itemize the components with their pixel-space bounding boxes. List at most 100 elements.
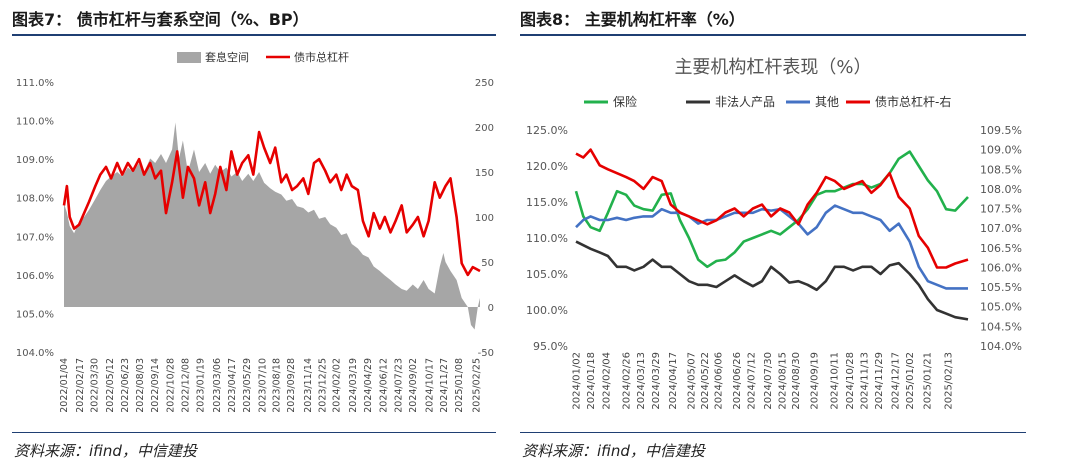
- left-y2-tick-label: 200: [475, 123, 494, 134]
- right-legend: 保险 非法人产品 其他 债市总杠杆-右: [584, 94, 951, 109]
- right-line-series-0: [574, 150, 969, 269]
- left-x-tick-label: 2024/11/27: [439, 358, 450, 413]
- right-y2-tick-label: 105.0%: [980, 301, 1022, 314]
- right-x-tick-label: 2024/07/12: [747, 352, 758, 410]
- right-y2-tick-label: 106.0%: [980, 261, 1022, 274]
- left-area-layer: [64, 122, 480, 330]
- right-x-tick-label: 2024/10/28: [845, 352, 856, 410]
- left-y-tick-label: 108.0%: [16, 194, 54, 205]
- left-x-tick-label: 2022/06/23: [120, 358, 131, 413]
- left-x-tick-label: 2024/02/02: [332, 358, 343, 413]
- right-x-tick-label: 2024/02/04: [602, 352, 613, 410]
- right-title-rule: [520, 34, 1026, 36]
- right-x-tick-label: 2024/08/15: [778, 352, 789, 410]
- right-source-rule: [520, 432, 1026, 433]
- left-x-tick-label: 2023/01/19: [196, 358, 207, 413]
- left-line-layer: [62, 130, 481, 277]
- left-x-tick-label: 2023/07/10: [257, 358, 268, 413]
- right-x-tick-label: 2024/10/11: [830, 352, 841, 410]
- left-y-tick-label: 110.0%: [16, 117, 54, 128]
- left-legend-area-swatch: [177, 52, 201, 63]
- left-x-tick-label: 2022/12/08: [180, 358, 191, 413]
- right-x-tick-label: 2024/07/30: [763, 352, 774, 410]
- right-x-tick-label: 2024/06/26: [732, 352, 743, 410]
- right-y2-tick-label: 104.5%: [980, 320, 1022, 333]
- right-x-tick-label: 2024/05/22: [700, 352, 711, 410]
- right-y2-tick-label: 104.0%: [980, 340, 1022, 353]
- left-y2-tick-label: -50: [478, 348, 494, 359]
- left-x-tick-label: 2024/04/29: [363, 358, 374, 413]
- right-y-tick-label: 105.0%: [526, 268, 568, 281]
- left-x-tick-label: 2025/01/08: [454, 358, 465, 413]
- left-x-tick-label: 2022/08/03: [135, 358, 146, 413]
- right-y-axis-right: 104.0% 104.5% 105.0% 105.5% 106.0% 106.5% 107.…: [980, 124, 1022, 353]
- right-y-tick-label: 120.0%: [526, 160, 568, 173]
- right-x-tick-label: 2024/02/26: [622, 352, 633, 410]
- left-x-axis: 2022/01/04 2022/02/17 2022/03/30 2022/05/12…: [59, 358, 482, 413]
- left-source: 资料来源：ifind，中信建投: [14, 442, 197, 460]
- left-x-tick-label: 2022/01/04: [59, 358, 70, 413]
- right-x-tick-label: 2024/01/02: [572, 352, 583, 410]
- right-x-tick-label: 2024/11/13: [860, 352, 871, 410]
- left-area-series-carry-spread: [64, 122, 480, 330]
- right-y2-tick-label: 107.5%: [980, 203, 1022, 216]
- right-legend-label: 非法人产品: [715, 95, 775, 109]
- right-y-tick-label: 100.0%: [526, 304, 568, 317]
- left-x-tick-label: 2024/07/23: [394, 358, 405, 413]
- right-source: 资料来源：ifind，中信建投: [522, 442, 705, 460]
- left-chart: 套息空间 债市总杠杆 104.0% 105.0% 106.0% 107.0% 108.0…: [16, 50, 494, 413]
- right-x-tick-label: 2025/01/21: [923, 352, 934, 410]
- left-title-rule: [12, 34, 496, 36]
- right-y-axis-left: 95.0% 100.0% 105.0% 110.0% 115.0% 120.0% 125.0…: [526, 124, 568, 353]
- left-y-axis-left: 104.0% 105.0% 106.0% 107.0% 108.0% 109.0% 110.…: [16, 78, 54, 359]
- left-x-tick-label: 2025/02/25: [471, 358, 482, 413]
- right-line-series-3: [575, 148, 969, 269]
- right-x-tick-label: 2024/04/17: [668, 352, 679, 410]
- right-x-tick-label: 2024/03/13: [636, 352, 647, 410]
- right-chart-title: 主要机构杠杆表现（%）: [674, 57, 871, 78]
- left-x-tick-label: 2023/12/25: [318, 358, 329, 413]
- left-y2-tick-label: 250: [475, 78, 494, 89]
- left-x-tick-label: 2022/02/17: [75, 358, 86, 413]
- right-legend-label: 其他: [815, 95, 839, 109]
- left-x-tick-label: 2023/03/06: [212, 358, 223, 413]
- left-line-series-bond-leverage: [62, 130, 481, 277]
- right-legend-label: 债市总杠杆-右: [875, 94, 951, 109]
- left-y-tick-label: 105.0%: [16, 309, 54, 320]
- right-x-tick-label: 2024/05/07: [686, 352, 697, 410]
- right-x-tick-label: 2024/06/06: [714, 352, 725, 410]
- right-line-series-2: [575, 204, 968, 290]
- right-x-tick-label: 2024/03/29: [651, 352, 662, 410]
- right-x-tick-label: 2024/09/19: [809, 352, 820, 410]
- right-line-layer: [574, 148, 969, 321]
- left-x-tick-label: 2024/03/19: [348, 358, 359, 413]
- left-legend-line-label: 债市总杠杆: [294, 50, 349, 64]
- right-chart: 主要机构杠杆表现（%） 保险 非法人产品 其他 债市总杠杆-右 95.0% 100.0%…: [526, 57, 1022, 410]
- right-y-tick-label: 95.0%: [533, 340, 568, 353]
- left-y2-tick-label: 0: [488, 303, 494, 314]
- right-x-axis: 2024/01/02 2024/01/18 2024/02/04 2024/02/26…: [572, 352, 955, 410]
- left-x-tick-label: 2022/10/28: [166, 358, 177, 413]
- right-y2-tick-label: 107.0%: [980, 222, 1022, 235]
- right-y2-tick-label: 108.5%: [980, 163, 1022, 176]
- left-y-axis-right: -50 0 50 100 150 200 250: [475, 78, 494, 359]
- right-x-tick-label: 2024/11/29: [874, 352, 885, 410]
- right-y-tick-label: 125.0%: [526, 124, 568, 137]
- right-y2-tick-label: 105.5%: [980, 281, 1022, 294]
- left-y-tick-label: 111.0%: [16, 78, 54, 89]
- left-legend-area-label: 套息空间: [205, 50, 249, 64]
- left-x-tick-label: 2022/09/14: [150, 358, 161, 413]
- right-x-tick-label: 2024/08/30: [791, 352, 802, 410]
- right-y2-tick-label: 109.5%: [980, 124, 1022, 137]
- right-x-tick-label: 2024/12/17: [891, 352, 902, 410]
- left-x-tick-label: 2023/08/18: [271, 358, 282, 413]
- right-line-series-1: [575, 240, 969, 321]
- right-y2-tick-label: 109.0%: [980, 144, 1022, 157]
- right-y2-tick-label: 108.0%: [980, 183, 1022, 196]
- left-x-tick-label: 2022/05/12: [105, 358, 116, 413]
- right-figure-title: 图表8： 主要机构杠杆率（%）: [520, 10, 745, 29]
- right-legend-label: 保险: [613, 94, 637, 109]
- left-y2-tick-label: 150: [475, 168, 494, 179]
- left-x-tick-label: 2024/06/12: [379, 358, 390, 413]
- left-y2-tick-label: 100: [475, 213, 494, 224]
